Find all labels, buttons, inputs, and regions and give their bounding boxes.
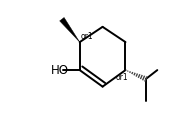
Text: or1: or1 — [81, 32, 94, 41]
Text: or1: or1 — [115, 73, 128, 82]
Text: HO: HO — [51, 64, 68, 77]
Polygon shape — [60, 17, 80, 42]
